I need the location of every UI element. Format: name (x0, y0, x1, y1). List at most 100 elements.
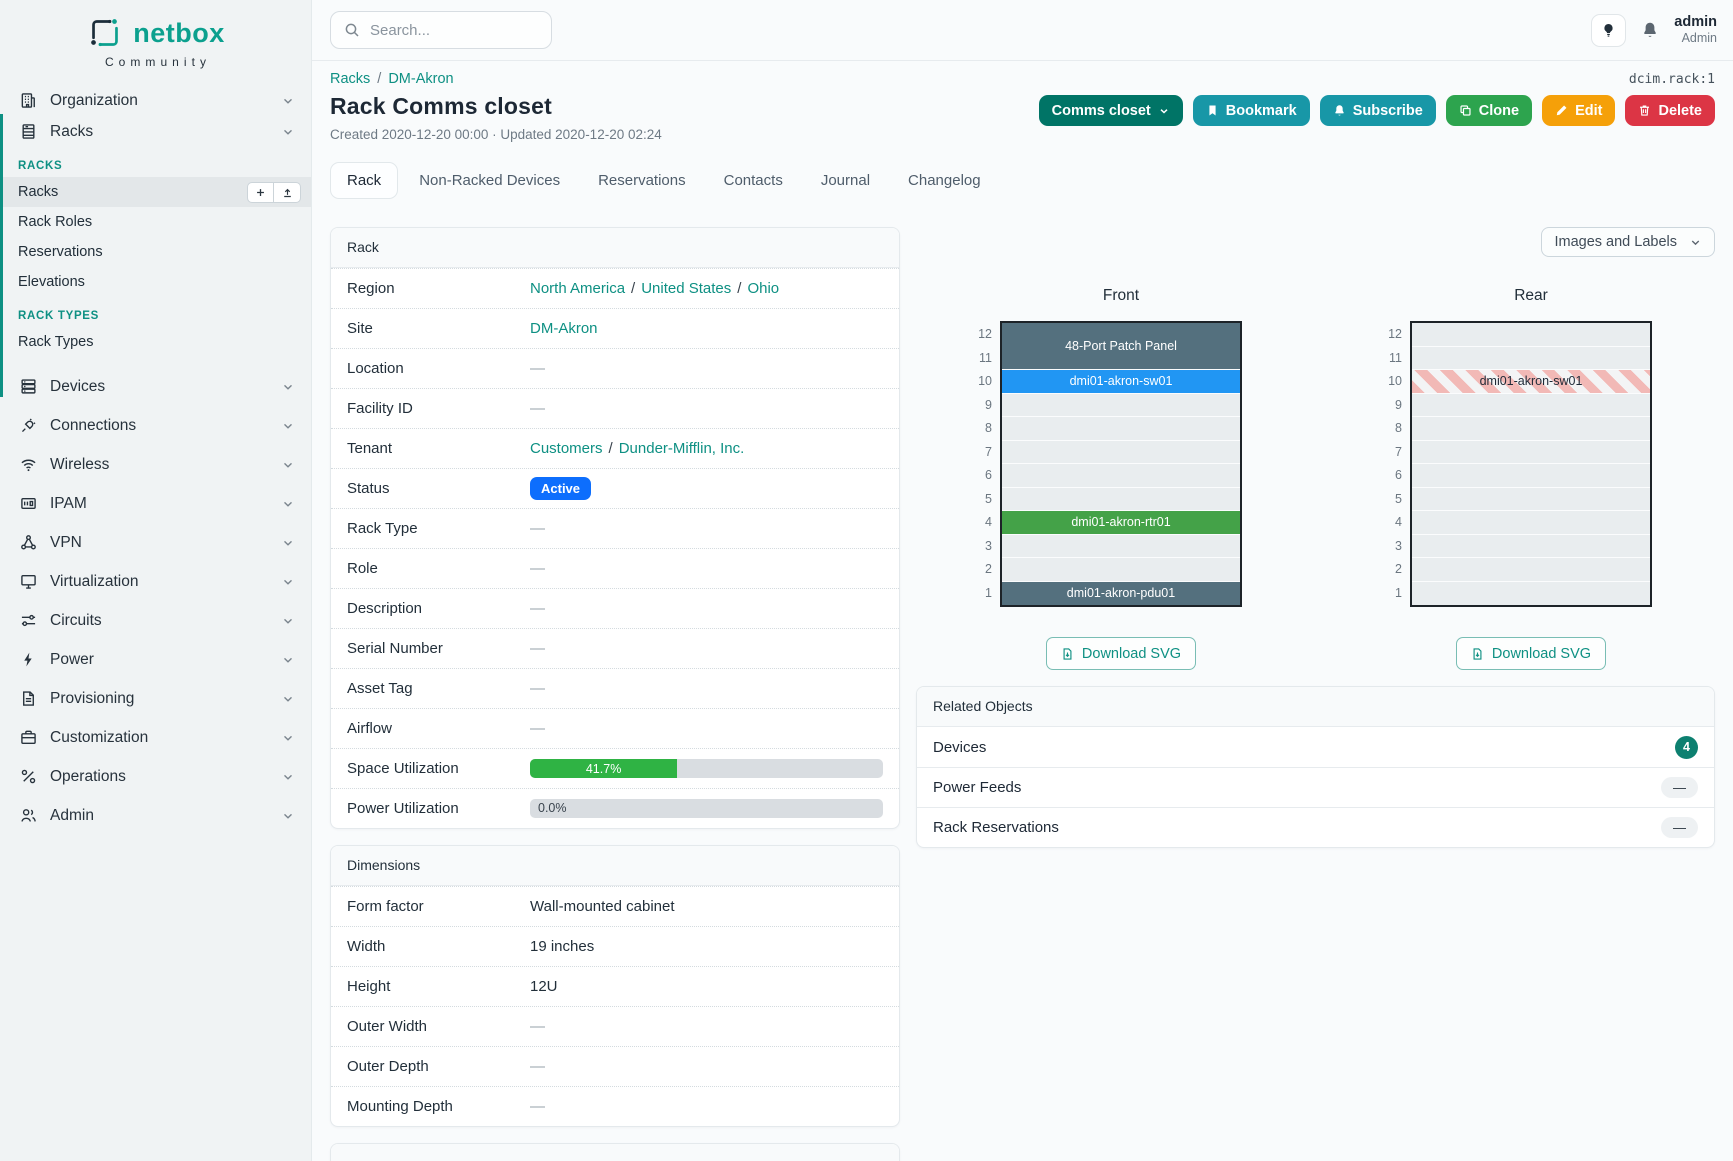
chevron-down-icon (281, 536, 295, 550)
device-rack-unit[interactable]: dmi01-akron-rtr01 (1002, 511, 1240, 535)
empty-value: — (530, 600, 545, 617)
sidebar-item-organization[interactable]: Organization (0, 85, 311, 116)
site-link[interactable]: DM-Akron (530, 320, 598, 337)
separator: / (608, 440, 613, 457)
sidebar-item-rack-types[interactable]: Rack Types (0, 327, 311, 357)
user-menu[interactable]: admin Admin (1674, 14, 1717, 46)
empty-rack-unit (1002, 417, 1240, 441)
tenant-group-link[interactable]: Customers (530, 440, 603, 457)
related-row-power-feeds[interactable]: Power Feeds — (917, 767, 1714, 807)
import-racks-button[interactable] (274, 181, 301, 203)
devices-count-badge[interactable]: 4 (1675, 735, 1698, 759)
chevron-down-icon (281, 731, 295, 745)
sidebar-item-ipam[interactable]: IPAM (0, 484, 311, 523)
add-rack-button[interactable] (247, 181, 274, 203)
region-link[interactable]: United States (641, 280, 732, 297)
chevron-down-icon (281, 125, 295, 139)
tab-journal[interactable]: Journal (820, 172, 871, 189)
search-box[interactable] (330, 11, 552, 49)
device-rack-unit[interactable]: dmi01-akron-pdu01 (1002, 581, 1240, 605)
empty-rack-unit (1412, 346, 1650, 370)
device-rack-unit[interactable]: 48-Port Patch Panel (1002, 323, 1240, 370)
sidebar-item-customization[interactable]: Customization (0, 718, 311, 757)
row-label: Region (347, 280, 395, 297)
front-elevation-title: Front (1102, 287, 1140, 304)
sidebar-item-power[interactable]: Power (0, 640, 311, 679)
edit-button[interactable]: Edit (1542, 95, 1616, 126)
tab-rack[interactable]: Rack (330, 162, 399, 199)
notifications-button[interactable] (1641, 21, 1659, 39)
chevron-down-icon (281, 458, 295, 472)
brand-name: netbox (133, 17, 225, 48)
tab-non-racked-devices[interactable]: Non-Racked Devices (419, 172, 561, 189)
breadcrumb-site-link[interactable]: DM-Akron (388, 71, 454, 87)
table-row-airflow: Airflow — (331, 708, 899, 748)
unit-number: 12 (978, 327, 992, 341)
search-input[interactable] (370, 21, 520, 39)
device-rack-unit[interactable]: dmi01-akron-sw01 (1002, 370, 1240, 394)
unit-number: 9 (985, 397, 992, 412)
sidebar-item-elevations[interactable]: Elevations (0, 267, 311, 297)
elevation-view-select[interactable]: Images and Labels (1541, 227, 1715, 257)
download-svg-rear-button[interactable]: Download SVG (1455, 637, 1607, 670)
rack-name-selector-button[interactable]: Comms closet (1038, 95, 1183, 126)
sidebar-item-wireless[interactable]: Wireless (0, 445, 311, 484)
separator: / (737, 280, 742, 297)
breadcrumb-racks-link[interactable]: Racks (330, 71, 371, 87)
subscribe-label: Subscribe (1352, 102, 1423, 119)
left-column: Rack Region North America / United State… (330, 227, 900, 1161)
tenant-link[interactable]: Dunder-Mifflin, Inc. (618, 440, 745, 457)
file-download-icon (1061, 647, 1074, 661)
sidebar-subitem-label: Racks (18, 184, 59, 200)
tab-contacts[interactable]: Contacts (723, 172, 783, 189)
sidebar-item-provisioning[interactable]: Provisioning (0, 679, 311, 718)
breadcrumb-separator: / (377, 71, 382, 87)
sidebar-item-admin[interactable]: Admin (0, 796, 311, 835)
empty-rack-unit (1002, 534, 1240, 558)
related-row-devices[interactable]: Devices 4 (917, 727, 1714, 767)
related-row-rack-reservations[interactable]: Rack Reservations — (917, 807, 1714, 847)
clone-button[interactable]: Clone (1445, 95, 1533, 126)
power-utilization-bar: 0.0% (530, 799, 883, 818)
subscribe-button[interactable]: Subscribe (1319, 95, 1436, 126)
sidebar-item-racks[interactable]: Racks (0, 116, 311, 147)
sidebar-item-label: Connections (50, 416, 137, 434)
next-panel-partial (330, 1143, 900, 1161)
sidebar-item-connections[interactable]: Connections (0, 406, 311, 445)
sidebar-item-virtualization[interactable]: Virtualization (0, 562, 311, 601)
download-svg-front-button[interactable]: Download SVG (1045, 637, 1197, 670)
sidebar-item-racks-list[interactable]: Racks (0, 177, 311, 207)
empty-rack-unit (1412, 511, 1650, 535)
plug-icon (20, 417, 37, 434)
sidebar-item-circuits[interactable]: Circuits (0, 601, 311, 640)
brand[interactable]: netbox Community (0, 14, 311, 69)
tab-reservations[interactable]: Reservations (598, 172, 686, 189)
ipam-icon (20, 495, 37, 512)
unit-number: 6 (985, 468, 992, 482)
sidebar-item-devices[interactable]: Devices (0, 367, 311, 406)
bookmark-button[interactable]: Bookmark (1192, 95, 1310, 126)
sidebar-subitem-label: Rack Types (18, 334, 94, 350)
delete-button[interactable]: Delete (1625, 95, 1715, 126)
page-content: Racks / DM-Akron dcim.rack:1 Rack Comms … (312, 61, 1733, 1161)
tab-changelog[interactable]: Changelog (908, 172, 981, 189)
theme-toggle-button[interactable] (1591, 13, 1627, 47)
brand-tagline: Community (104, 55, 212, 69)
empty-value: — (530, 360, 545, 377)
chevron-down-icon (281, 419, 295, 433)
download-svg-label: Download SVG (1491, 645, 1592, 662)
unit-numbers: 12 11 10 9 8 7 6 5 4 3 2 1 (974, 321, 1000, 605)
sidebar-item-reservations[interactable]: Reservations (0, 237, 311, 267)
row-label: Height (347, 978, 391, 995)
row-label: Form factor (347, 898, 424, 915)
sidebar-subitem-label: Rack Roles (18, 214, 93, 230)
sidebar-item-vpn[interactable]: VPN (0, 523, 311, 562)
region-link[interactable]: Ohio (747, 280, 780, 297)
racks-quick-actions (247, 181, 301, 203)
sidebar-item-label: Racks (50, 122, 94, 140)
row-label: Facility ID (347, 400, 413, 417)
reserved-rack-unit[interactable]: dmi01-akron-sw01 (1412, 370, 1650, 394)
region-link[interactable]: North America (530, 280, 626, 297)
sidebar-item-rack-roles[interactable]: Rack Roles (0, 207, 311, 237)
sidebar-item-operations[interactable]: Operations (0, 757, 311, 796)
